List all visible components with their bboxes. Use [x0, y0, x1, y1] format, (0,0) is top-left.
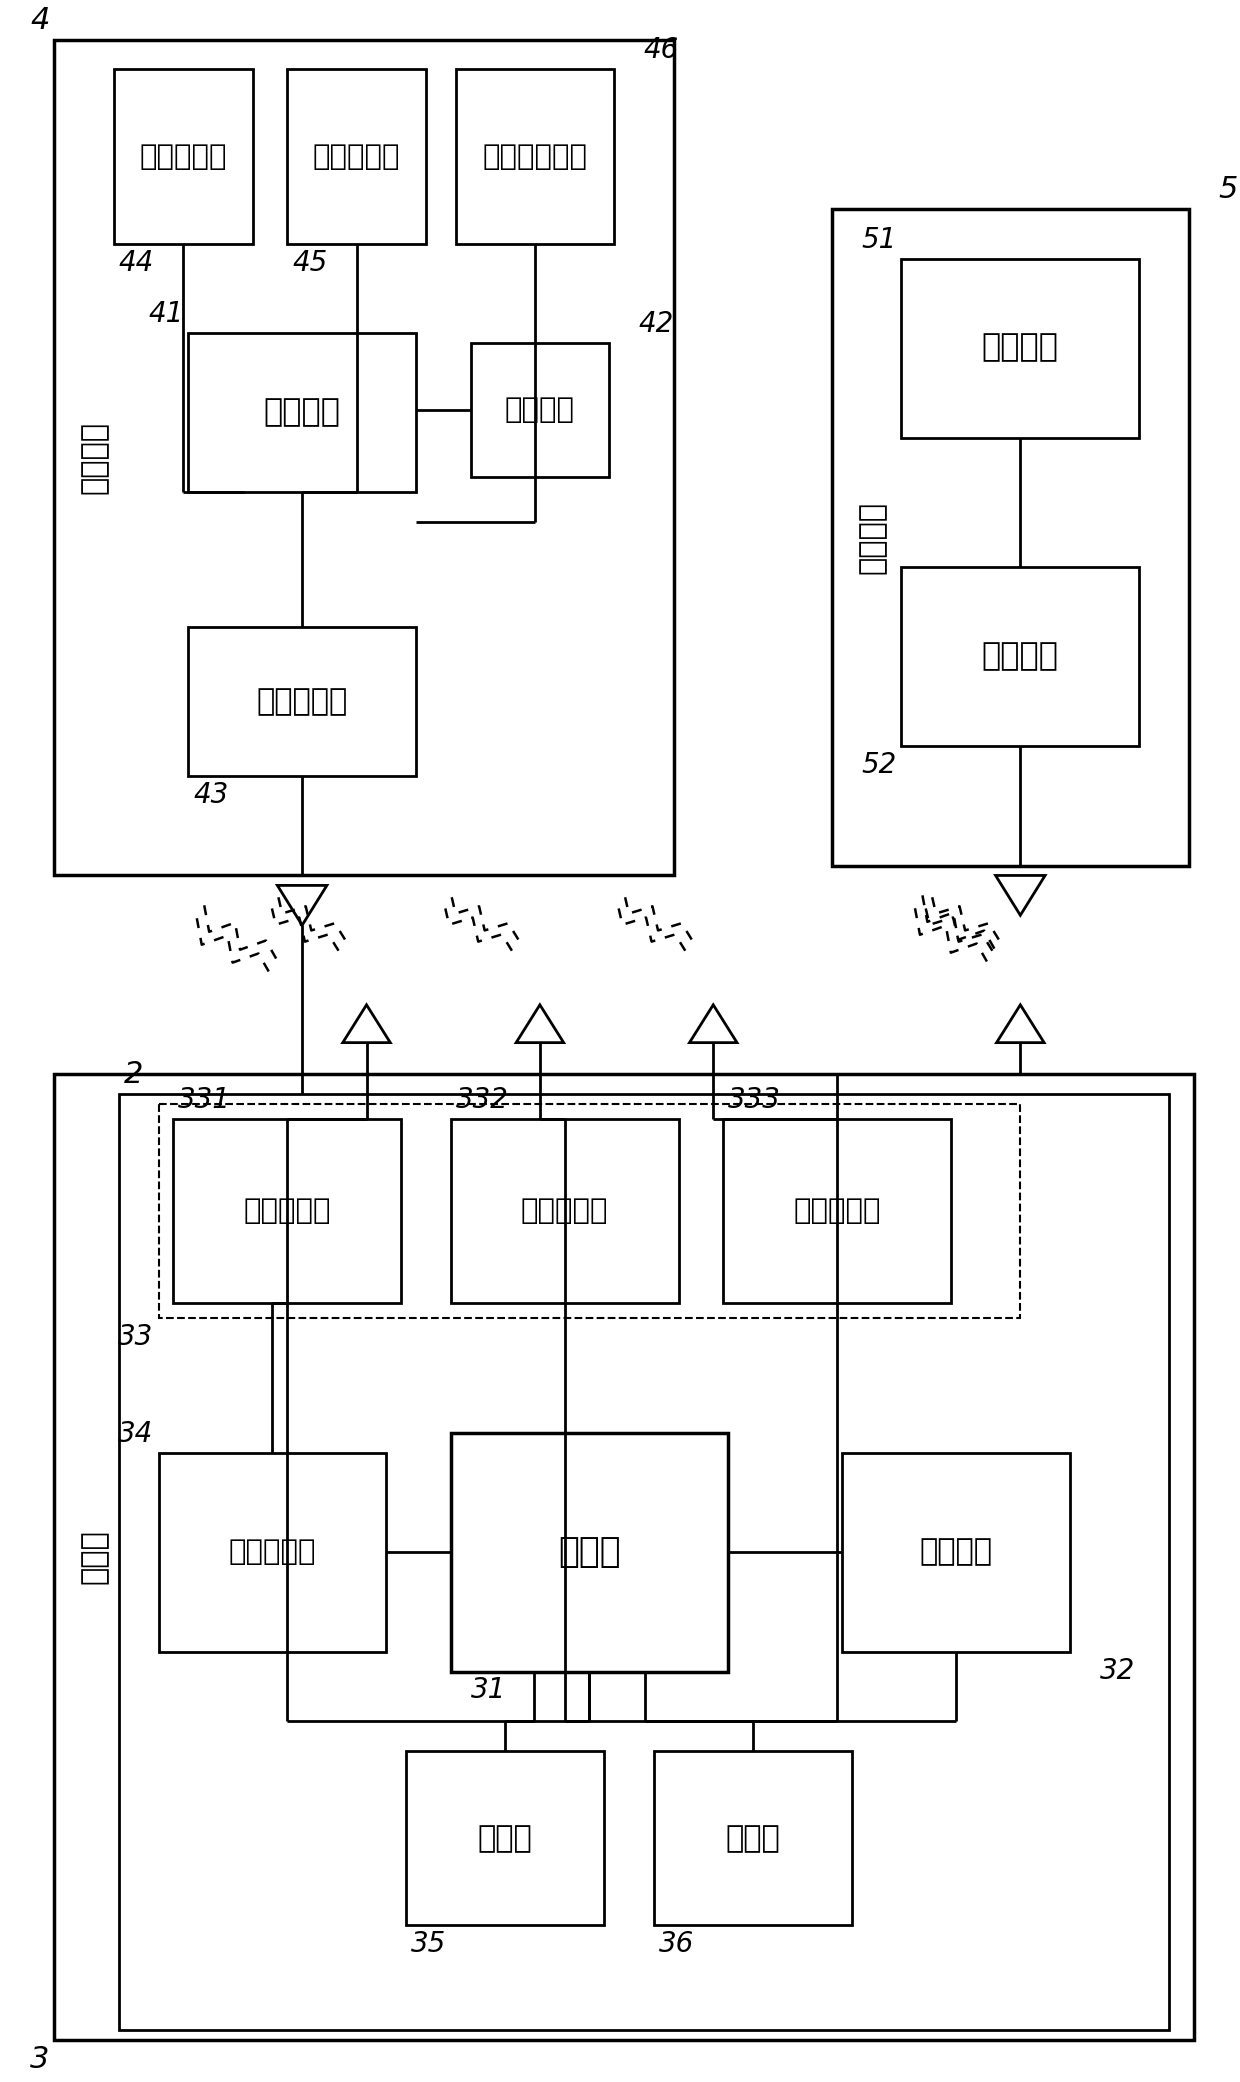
Bar — [55, 1074, 1194, 2040]
Text: 2: 2 — [124, 1060, 143, 1089]
Text: 34: 34 — [118, 1420, 154, 1447]
Text: 目标装置: 目标装置 — [857, 500, 887, 575]
Text: 驱动装置: 驱动装置 — [919, 1539, 992, 1566]
Text: 陀螺仪模块: 陀螺仪模块 — [312, 142, 401, 171]
Bar — [842, 1453, 1070, 1651]
Text: 32: 32 — [1100, 1657, 1135, 1684]
Text: 332: 332 — [455, 1087, 508, 1114]
Bar — [188, 333, 417, 491]
Text: 飞行器: 飞行器 — [79, 1530, 109, 1584]
Text: 加速度计模块: 加速度计模块 — [482, 142, 588, 171]
Bar — [455, 69, 614, 244]
Bar — [832, 208, 1189, 866]
Text: 人机界面: 人机界面 — [505, 396, 575, 425]
Text: 第三收发器: 第三收发器 — [794, 1197, 880, 1226]
Text: 处理器: 处理器 — [558, 1534, 621, 1570]
Bar — [119, 1095, 1169, 2030]
Text: 44: 44 — [119, 248, 154, 277]
Text: 46: 46 — [644, 37, 680, 65]
Text: 36: 36 — [658, 1930, 694, 1959]
Bar — [55, 40, 673, 874]
Bar — [653, 1751, 852, 1926]
Bar — [159, 1103, 1021, 1318]
Text: 存储器: 存储器 — [477, 1824, 533, 1853]
Bar — [407, 1751, 604, 1926]
Text: 第二收发器: 第二收发器 — [521, 1197, 609, 1226]
Text: 摄影机: 摄影机 — [725, 1824, 780, 1853]
Bar — [188, 627, 417, 777]
Bar — [470, 344, 609, 477]
Bar — [723, 1120, 951, 1303]
Text: 45: 45 — [293, 248, 327, 277]
Text: 333: 333 — [728, 1087, 781, 1114]
Bar — [114, 69, 253, 244]
Text: 43: 43 — [193, 781, 228, 810]
Text: 第一收发器: 第一收发器 — [243, 1197, 331, 1226]
Text: 处理单元: 处理单元 — [982, 333, 1059, 364]
Bar — [901, 566, 1140, 745]
Text: 35: 35 — [412, 1930, 446, 1959]
Text: 相位检测器: 相位检测器 — [228, 1539, 316, 1566]
Text: 41: 41 — [148, 300, 184, 329]
Bar — [450, 1432, 728, 1672]
Text: 地磁计模块: 地磁计模块 — [140, 142, 227, 171]
Bar — [174, 1120, 402, 1303]
Bar — [901, 258, 1140, 437]
Text: 收发单元: 收发单元 — [982, 641, 1059, 672]
Text: 处理模块: 处理模块 — [264, 398, 341, 429]
Text: 4: 4 — [30, 6, 50, 35]
Bar — [159, 1453, 387, 1651]
Text: 遥控装置: 遥控装置 — [79, 421, 109, 493]
Text: 31: 31 — [470, 1676, 506, 1705]
Text: 5: 5 — [1219, 175, 1238, 204]
Text: 331: 331 — [179, 1087, 231, 1114]
Text: 51: 51 — [862, 225, 897, 254]
Text: 42: 42 — [639, 310, 675, 337]
Bar — [450, 1120, 678, 1303]
Text: 52: 52 — [862, 752, 897, 779]
Text: 33: 33 — [118, 1324, 154, 1351]
Bar — [288, 69, 427, 244]
Text: 3: 3 — [30, 2045, 50, 2074]
Text: 收发器模块: 收发器模块 — [257, 687, 347, 716]
